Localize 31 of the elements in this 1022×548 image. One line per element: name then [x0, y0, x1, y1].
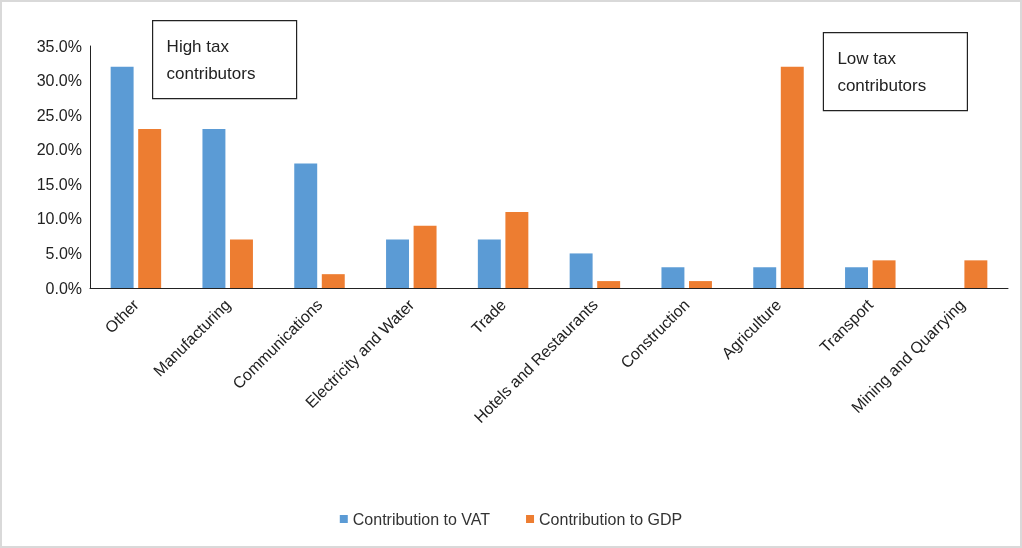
bar [964, 260, 988, 288]
y-tick-label: 30.0% [36, 72, 82, 90]
bar [845, 267, 869, 288]
y-tick-label: 15.0% [36, 175, 82, 193]
y-tick-label: 10.0% [36, 210, 82, 228]
bar [138, 128, 162, 288]
y-tick-label: 0.0% [45, 279, 82, 297]
bar [597, 281, 621, 288]
legend-label: Contribution to GDP [539, 510, 683, 528]
bar [230, 239, 253, 288]
annotation: High tax contributors [166, 36, 256, 83]
bar [202, 128, 226, 288]
bar [689, 281, 712, 288]
y-tick-label: 20.0% [36, 141, 82, 159]
bar [505, 211, 529, 288]
y-tick-label: 35.0% [36, 37, 82, 55]
legend-label: Contribution to VAT [352, 510, 491, 528]
bar [477, 239, 501, 288]
y-tick-label: 25.0% [36, 106, 82, 124]
bar [780, 66, 804, 288]
annotation: Low tax contributors [837, 48, 927, 95]
bar [569, 253, 593, 288]
bar [661, 267, 685, 288]
bar [386, 239, 410, 288]
bar [110, 66, 134, 288]
bar [294, 163, 318, 288]
bar [321, 274, 345, 288]
bar [413, 225, 437, 288]
bar [753, 267, 777, 288]
bar [872, 260, 896, 288]
y-tick-label: 5.0% [45, 244, 82, 262]
